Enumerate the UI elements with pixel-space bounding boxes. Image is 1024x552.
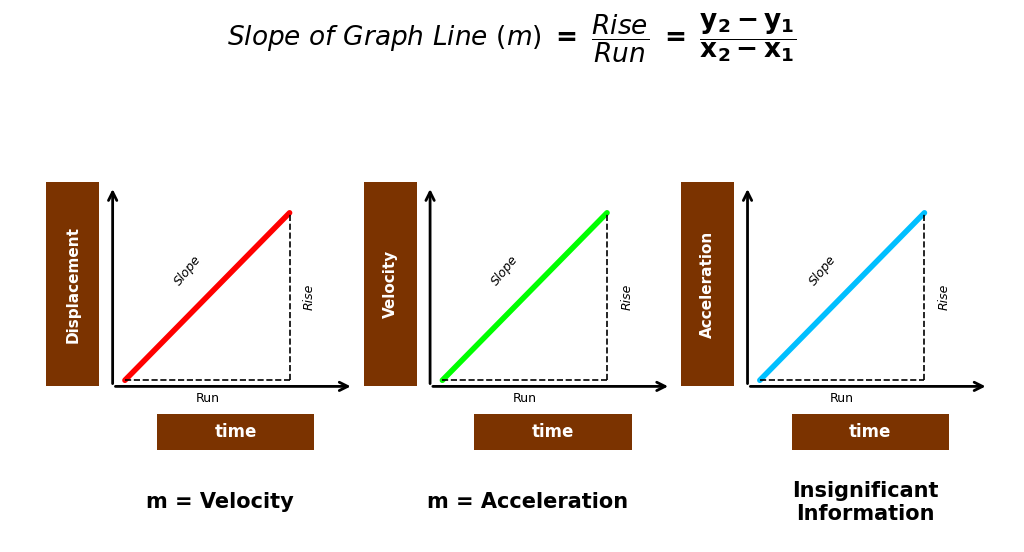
Text: $\bf{\it{Slope\ of\ Graph\ Line\ (m)}}\ =\ \dfrac{\bf{\it{Rise}}}{\bf{\it{Run}}}: $\bf{\it{Slope\ of\ Graph\ Line\ (m)}}\ … (227, 12, 797, 65)
Text: Run: Run (196, 392, 219, 405)
Text: Rise: Rise (303, 283, 315, 310)
Text: Rise: Rise (621, 283, 633, 310)
Text: m = Velocity: m = Velocity (146, 492, 294, 512)
Text: Displacement: Displacement (66, 226, 80, 343)
Text: Slope: Slope (489, 253, 521, 288)
Text: Velocity: Velocity (383, 250, 397, 319)
Text: Slope: Slope (807, 253, 839, 288)
Text: time: time (214, 423, 257, 441)
Text: time: time (531, 423, 574, 441)
Text: Acceleration: Acceleration (700, 231, 715, 338)
Text: time: time (849, 423, 892, 441)
Text: Rise: Rise (938, 283, 950, 310)
Text: Run: Run (513, 392, 537, 405)
Text: Slope: Slope (172, 253, 204, 288)
Text: Run: Run (830, 392, 854, 405)
Text: Insignificant
Information: Insignificant Information (792, 481, 939, 524)
Text: m = Acceleration: m = Acceleration (427, 492, 628, 512)
